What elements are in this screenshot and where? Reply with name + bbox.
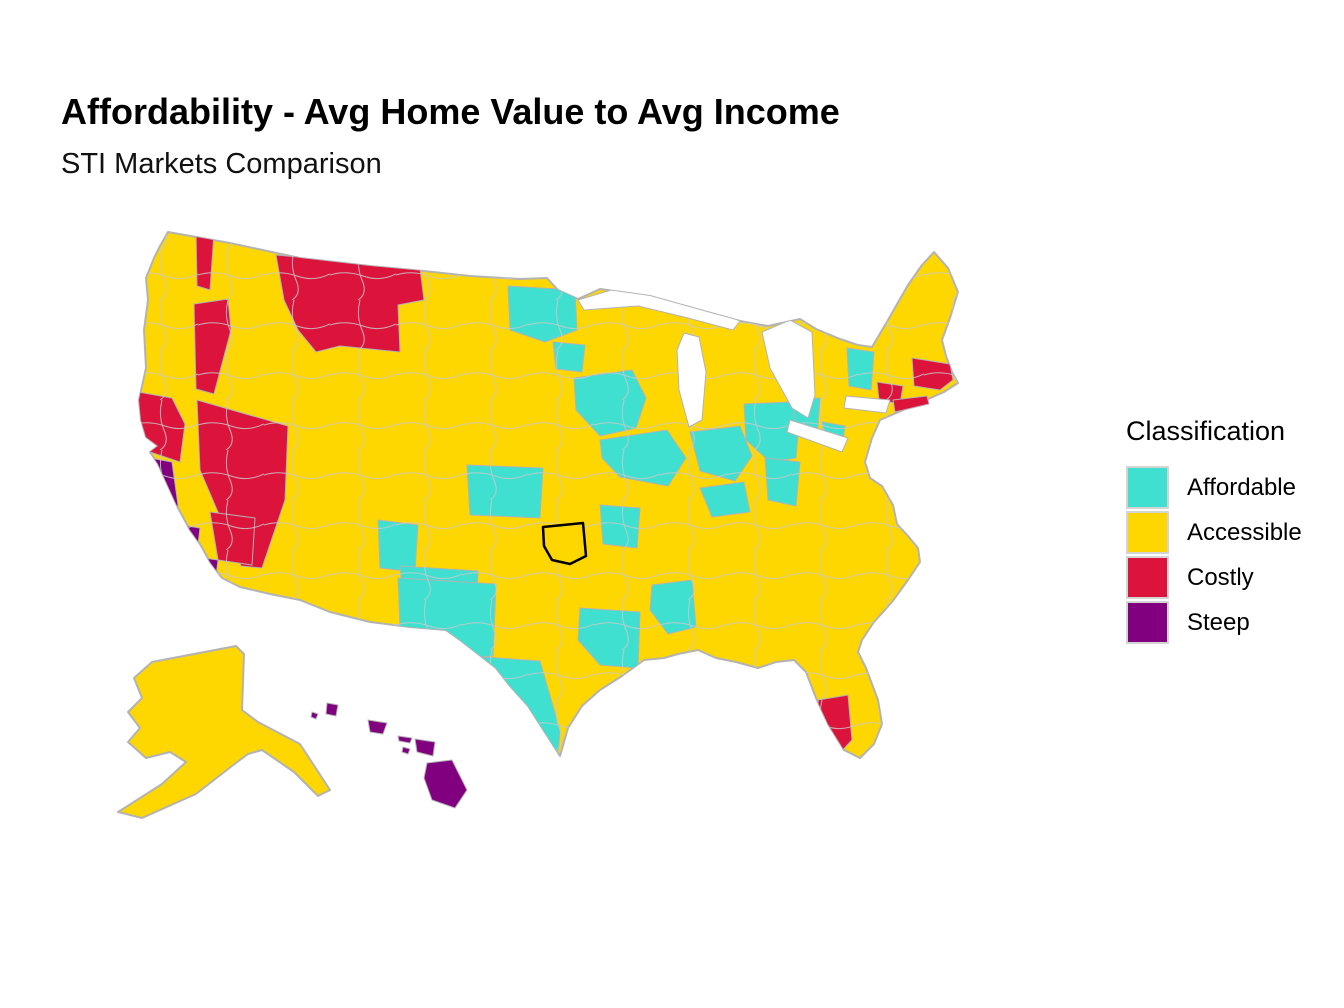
- region-long-island: [892, 395, 930, 413]
- map-layer-top: [541, 287, 891, 566]
- legend-swatch-accessible: [1126, 511, 1169, 554]
- island-maui: [414, 738, 436, 757]
- region-new-mexico-east: [377, 519, 419, 573]
- lake-ontario: [843, 395, 891, 414]
- lake-huron: [761, 319, 816, 419]
- legend-label: Steep: [1187, 608, 1250, 636]
- legend-swatch-steep: [1126, 601, 1169, 644]
- chart-title: Affordability - Avg Home Value to Avg In…: [61, 91, 840, 132]
- region-texas-west: [397, 577, 497, 661]
- legend-item-affordable: Affordable: [1126, 466, 1302, 509]
- lake-michigan: [676, 332, 707, 428]
- alaska: [117, 645, 331, 819]
- lake-erie: [786, 419, 849, 453]
- legend-label: Affordable: [1187, 473, 1296, 501]
- island-kauai: [325, 702, 339, 717]
- legend-item-accessible: Accessible: [1126, 511, 1302, 554]
- legend-items: Affordable Accessible Costly Steep: [1126, 466, 1302, 644]
- region-missouri-south: [599, 504, 641, 549]
- legend-swatch-costly: [1126, 556, 1169, 599]
- region-upstate-new-york: [846, 347, 875, 391]
- legend: Classification Affordable Accessible Costl…: [1126, 416, 1302, 646]
- plot-header: Affordability - Avg Home Value to Avg In…: [61, 94, 840, 179]
- map-layer-islands: [310, 395, 930, 809]
- region-kansas: [466, 464, 544, 519]
- highlighted-market: [541, 521, 588, 566]
- legend-item-steep: Steep: [1126, 601, 1302, 644]
- legend-label: Costly: [1187, 563, 1254, 591]
- legend-title: Classification: [1126, 416, 1286, 446]
- region-west-virginia: [764, 457, 801, 507]
- island-oahu: [367, 719, 388, 735]
- legend-label: Accessible: [1187, 518, 1302, 546]
- legend-item-costly: Costly: [1126, 556, 1302, 599]
- region-california-central-coast: [142, 457, 179, 531]
- region-south-florida: [817, 694, 853, 756]
- island-niihau: [310, 711, 319, 720]
- island-molokai: [397, 735, 413, 744]
- island-hawaii-big-island: [423, 759, 468, 809]
- legend-swatch-affordable: [1126, 466, 1169, 509]
- chart-subtitle: STI Markets Comparison: [61, 148, 382, 180]
- region-san-diego: [196, 556, 219, 586]
- region-wisconsin-small: [552, 341, 586, 373]
- island-lanai: [401, 746, 411, 755]
